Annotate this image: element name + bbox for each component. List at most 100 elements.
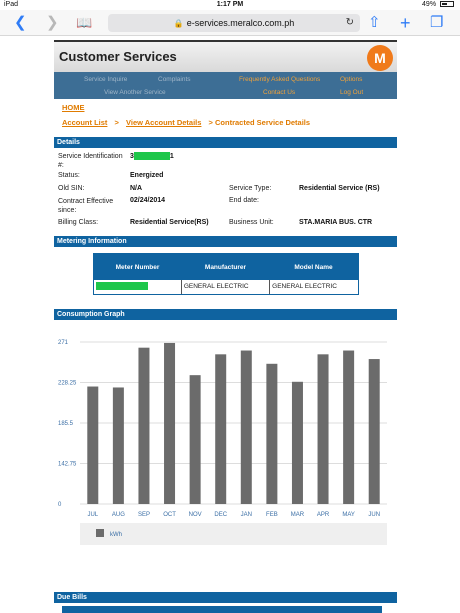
service-type-label: Service Type: xyxy=(229,185,272,192)
clock: 1:17 PM xyxy=(216,1,244,8)
bar-sep xyxy=(138,347,150,504)
meter-number-cell xyxy=(94,280,182,294)
meter-number-header: Meter Number xyxy=(115,263,160,271)
bar-feb xyxy=(266,363,278,504)
bar-jul xyxy=(87,386,99,504)
legend-box xyxy=(80,523,387,545)
billing-value: Residential Service(RS) xyxy=(130,219,209,226)
bookmarks-icon[interactable]: 📖 xyxy=(76,15,93,30)
redacted-mask xyxy=(133,152,170,160)
account-list-link[interactable]: Account List xyxy=(62,118,108,127)
new-tab-icon[interactable]: + xyxy=(400,13,411,33)
x-tick-label: SEP xyxy=(138,512,150,518)
contract-label: Contract Effective since: xyxy=(58,198,114,214)
bar-jan xyxy=(240,350,252,504)
meralco-logo: M xyxy=(367,45,393,71)
redacted-mask xyxy=(95,282,148,291)
browser-toolbar: ❮ ❯ 📖 🔒 e-services.meralco.com.ph ↻ ⇧ + ❐ xyxy=(0,10,460,36)
contract-value: 02/24/2014 xyxy=(130,197,166,204)
bar-aug xyxy=(112,387,124,504)
x-tick-label: MAR xyxy=(291,512,305,518)
site-header: Customer Services M xyxy=(54,40,397,72)
x-tick-label: JUN xyxy=(368,512,380,518)
legend-swatch xyxy=(96,529,104,537)
billing-label: Billing Class: xyxy=(58,219,99,226)
battery-percent: 49% xyxy=(422,1,437,8)
lock-icon: 🔒 xyxy=(173,19,184,28)
url-text: e-services.meralco.com.ph xyxy=(186,18,295,28)
reload-icon[interactable]: ↻ xyxy=(345,17,354,28)
url-bar[interactable]: 🔒 e-services.meralco.com.ph ↻ xyxy=(108,14,360,32)
main-nav: Service Inquire Complaints Frequently As… xyxy=(54,72,397,99)
service-type-value: Residential Service (RS) xyxy=(299,185,380,192)
bar-may xyxy=(343,350,355,504)
tabs-icon[interactable]: ❐ xyxy=(430,14,444,31)
status-label: Status: xyxy=(58,172,80,179)
x-tick-label: DEC xyxy=(214,512,227,518)
business-unit-value: STA.MARIA BUS. CTR xyxy=(299,219,373,226)
due-bills-header: Due Bills xyxy=(54,592,397,603)
y-tick-label: 142.75 xyxy=(58,462,77,468)
nav-contact-us[interactable]: Contact Us xyxy=(263,89,296,96)
x-tick-label: OCT xyxy=(163,512,176,518)
nav-view-another-service[interactable]: View Another Service xyxy=(104,89,166,96)
bar-mar xyxy=(291,381,303,504)
nav-faq[interactable]: Frequently Asked Questions xyxy=(239,76,321,83)
end-date-label: End date: xyxy=(229,197,259,204)
legend-label: kWh xyxy=(110,532,122,538)
meter-table-header: Meter Number Manufacturer Model Name xyxy=(93,254,358,280)
x-tick-label: APR xyxy=(317,512,330,518)
current-page-crumb: > Contracted Service Details xyxy=(208,118,311,127)
consumption-chart: 271 228.25 185.5 142.75 0 JUL AUG SEP OCT NOV DEC J… xyxy=(54,320,397,590)
y-tick-label: 185.5 xyxy=(58,421,74,427)
y-tick-label: 271 xyxy=(58,340,69,346)
service-id-label: Service Identification #: xyxy=(58,153,123,169)
due-bills-table-header xyxy=(62,606,382,613)
share-icon[interactable]: ⇧ xyxy=(368,14,381,31)
x-tick-label: JUL xyxy=(87,512,98,518)
consumption-header: Consumption Graph xyxy=(54,309,397,320)
nav-complaints[interactable]: Complaints xyxy=(158,76,191,83)
x-tick-label: AUG xyxy=(112,512,125,518)
view-account-details-link[interactable]: View Account Details xyxy=(126,118,202,127)
meter-table: Meter Number Manufacturer Model Name GEN… xyxy=(92,253,359,295)
device-label: iPad xyxy=(4,1,19,8)
old-sin-label: Old SIN: xyxy=(58,185,85,192)
model-name-cell: GENERAL ELECTRIC xyxy=(272,283,337,290)
bar-dec xyxy=(215,354,227,504)
bar-oct xyxy=(164,342,176,504)
page-title: Customer Services xyxy=(59,49,177,64)
table-row: GENERAL ELECTRIC GENERAL ELECTRIC xyxy=(94,280,358,294)
details-header: Details xyxy=(54,137,397,148)
model-name-header: Model Name xyxy=(294,263,333,271)
breadcrumb-separator: > xyxy=(114,118,119,127)
old-sin-value: N/A xyxy=(130,185,143,192)
x-tick-label: FEB xyxy=(266,512,278,518)
bar-apr xyxy=(317,354,329,504)
nav-service-inquire[interactable]: Service Inquire xyxy=(84,76,128,83)
page-content: Customer Services M Service Inquire Comp… xyxy=(54,40,397,590)
business-unit-label: Business Unit: xyxy=(229,219,274,226)
manufacturer-cell: GENERAL ELECTRIC xyxy=(182,280,271,294)
bar-jun xyxy=(368,359,380,504)
y-tick-label: 228.25 xyxy=(58,381,77,387)
x-tick-label: MAY xyxy=(342,512,355,518)
y-tick-label: 0 xyxy=(58,502,62,508)
home-link[interactable]: HOME xyxy=(62,103,85,112)
battery-status: 49% xyxy=(422,0,454,10)
battery-icon xyxy=(440,1,454,8)
forward-icon[interactable]: ❯ xyxy=(46,14,59,31)
x-tick-label: JAN xyxy=(241,512,252,518)
back-icon[interactable]: ❮ xyxy=(14,14,27,31)
metering-header: Metering Information xyxy=(54,236,397,247)
nav-options[interactable]: Options xyxy=(340,76,363,83)
breadcrumb: HOME Account List > View Account Details… xyxy=(54,103,397,127)
status-bar: iPad 1:17 PM 49% xyxy=(0,0,460,10)
nav-log-out[interactable]: Log Out xyxy=(340,89,364,96)
x-tick-label: NOV xyxy=(189,512,202,518)
status-value: Energized xyxy=(130,172,164,179)
consumption-chart-svg: 271 228.25 185.5 142.75 0 JUL AUG SEP OCT NOV DEC J… xyxy=(58,340,387,545)
bar-nov xyxy=(189,375,201,504)
